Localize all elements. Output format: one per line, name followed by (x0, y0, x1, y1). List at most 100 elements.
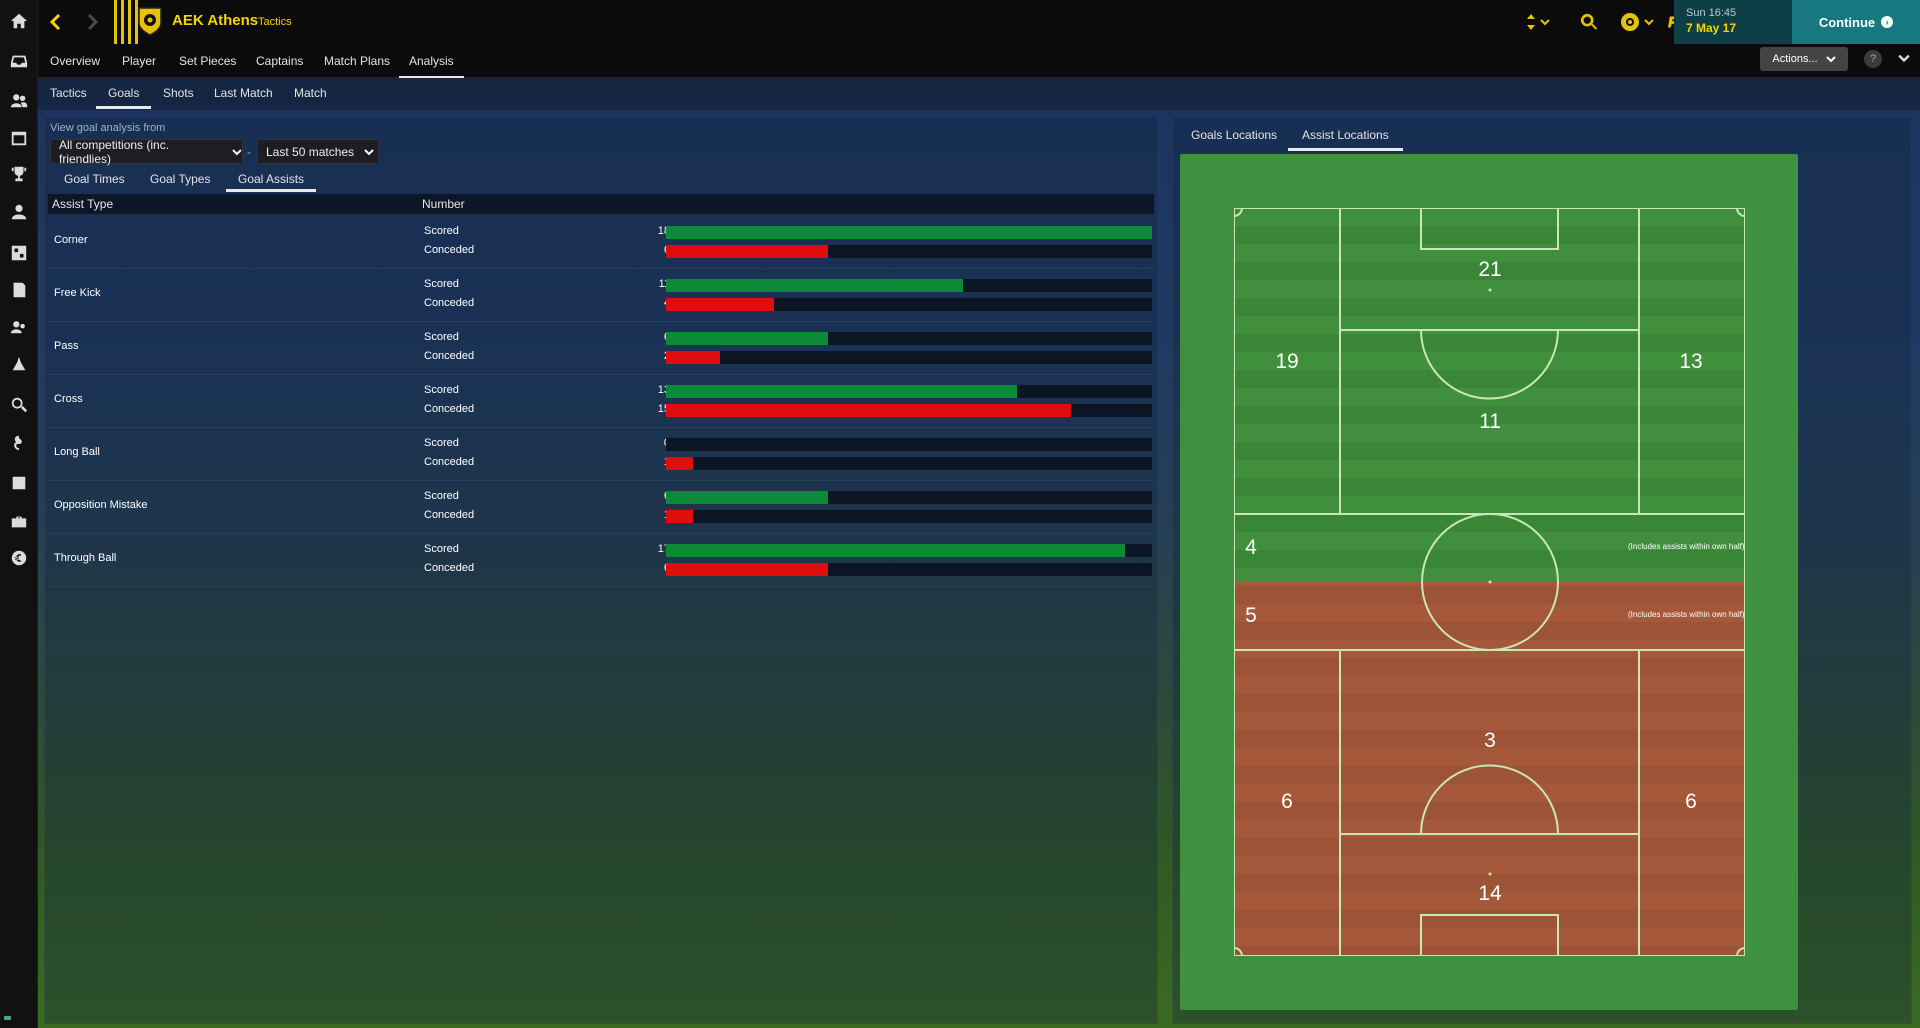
conceded-bar-track (666, 298, 1152, 311)
table-row: Through Ball Scored 17 Conceded 6 (48, 534, 1154, 587)
scouting-icon[interactable] (0, 310, 38, 344)
conceded-line: Conceded 2 (48, 348, 1154, 366)
scored-line: Scored 17 (48, 541, 1154, 559)
club-badge-menu-icon[interactable] (1620, 11, 1654, 33)
scored-count: 18 (657, 225, 670, 237)
tab-match-plans[interactable]: Match Plans (324, 54, 391, 68)
back-arrow-icon[interactable] (44, 10, 68, 34)
continue-button[interactable]: Continue › (1792, 0, 1920, 44)
tab-assist-locations[interactable]: Assist Locations (1288, 128, 1403, 151)
tactics-icon[interactable] (0, 236, 38, 270)
conceded-bar-track (666, 563, 1152, 576)
version-indicator (4, 1016, 11, 1020)
conceded-bar (666, 457, 693, 470)
tab-player[interactable]: Player (122, 54, 157, 68)
chevron-down-icon (1825, 56, 1836, 63)
tab-analysis[interactable]: Analysis (399, 54, 464, 79)
club-name[interactable]: AEK Athens (172, 12, 259, 29)
continue-label: Continue (1818, 14, 1876, 30)
tab-goal-types[interactable]: Goal Types (150, 172, 211, 186)
scored-bar-track (666, 438, 1152, 451)
zone-count-attacking-half-mid[interactable]: 4 (1245, 536, 1257, 559)
club-vision-icon[interactable] (0, 466, 38, 500)
trophy-icon[interactable] (0, 157, 38, 191)
assist-type: Through Ball (54, 552, 117, 564)
conceded-label: Conceded (424, 509, 475, 521)
conceded-bar-track (666, 351, 1152, 364)
conceded-count: 6 (608, 244, 670, 256)
tab-tactics[interactable]: Tactics (50, 86, 87, 100)
conceded-bar (666, 298, 774, 311)
tab-captains[interactable]: Captains (256, 54, 304, 68)
column-assist-type[interactable]: Assist Type (52, 197, 114, 211)
finances-briefcase-icon[interactable] (0, 505, 38, 539)
search-icon[interactable] (0, 388, 38, 422)
conceded-label: Conceded (424, 403, 475, 415)
tab-goals-locations[interactable]: Goals Locations (1191, 128, 1278, 142)
tab-set-pieces[interactable]: Set Pieces (179, 54, 237, 68)
training-icon[interactable] (0, 347, 38, 381)
zone-count-opp-right-wing[interactable]: 13 (1679, 350, 1703, 373)
conceded-count: 1 (608, 509, 670, 521)
table-header: Assist Type Number (48, 194, 1154, 214)
assist-type: Corner (54, 234, 88, 246)
zone-count-own-right-wing[interactable]: 6 (1685, 790, 1697, 813)
conceded-bar (666, 404, 1071, 417)
continue-arrow-icon: › (1881, 16, 1894, 28)
actions-button[interactable]: Actions... (1760, 47, 1848, 71)
tab-overview[interactable]: Overview (50, 54, 101, 68)
actions-label: Actions... (1772, 53, 1818, 65)
conceded-bar-track (666, 457, 1152, 470)
table-row: Pass Scored 6 Conceded 2 (48, 322, 1154, 375)
conceded-count: 2 (608, 350, 670, 362)
zone-count-opp-centre[interactable]: 11 (1479, 410, 1501, 433)
scored-count: 11 (658, 278, 670, 290)
forward-arrow-icon[interactable] (80, 10, 104, 34)
calendar-icon[interactable] (0, 121, 38, 155)
zone-count-own-box-centre[interactable]: 14 (1478, 882, 1502, 905)
chevron-down-icon (232, 148, 242, 155)
tab-shots[interactable]: Shots (163, 86, 194, 100)
scored-label: Scored (424, 490, 459, 502)
scored-bar-track (666, 226, 1152, 239)
tab-goal-times[interactable]: Goal Times (64, 172, 125, 186)
tab-goals[interactable]: Goals (95, 86, 152, 109)
report-icon[interactable] (0, 273, 38, 307)
tab-goal-assists[interactable]: Goal Assists (225, 172, 317, 192)
assist-type: Free Kick (54, 287, 101, 299)
scored-bar-track (666, 332, 1152, 345)
inbox-icon[interactable] (0, 44, 38, 78)
chevron-down-icon[interactable] (1898, 52, 1910, 64)
scored-bar-track (666, 491, 1152, 504)
game-time: Sun 16:45 (1686, 7, 1737, 19)
competition-dropdown[interactable]: All competitions (inc. friendlies) (50, 137, 243, 166)
defensive-half-note: (Includes assists within own half) (1628, 610, 1745, 619)
scored-count: 6 (608, 331, 670, 343)
column-number[interactable]: Number (422, 197, 465, 211)
assist-type: Long Ball (54, 446, 100, 458)
home-icon[interactable] (0, 0, 38, 42)
competition-value: All competitions (inc. friendlies) (59, 137, 170, 166)
table-row: Free Kick Scored 11 Conceded 4 (48, 269, 1154, 322)
finances-euro-icon[interactable] (0, 541, 38, 575)
sort-arrows-icon[interactable] (1526, 11, 1550, 33)
main-tabs (38, 44, 1920, 78)
tab-match[interactable]: Match (294, 86, 327, 100)
conceded-label: Conceded (424, 562, 475, 574)
staff-icon[interactable] (0, 195, 38, 229)
tab-last-match[interactable]: Last Match (214, 86, 273, 100)
club-crest-icon[interactable] (136, 5, 164, 37)
zone-count-own-centre[interactable]: 3 (1484, 729, 1496, 752)
transfers-icon[interactable] (0, 426, 38, 460)
zone-count-opp-left-wing[interactable]: 19 (1275, 350, 1299, 373)
assist-type: Cross (54, 393, 83, 405)
zone-count-defensive-half-mid[interactable]: 5 (1245, 604, 1257, 627)
scored-count: 17 (657, 543, 670, 555)
zone-count-opp-box-centre[interactable]: 21 (1478, 258, 1502, 281)
squad-icon[interactable] (0, 84, 38, 118)
range-dropdown[interactable]: Last 50 matches (257, 139, 379, 164)
help-icon[interactable]: ? (1864, 50, 1882, 68)
search-icon[interactable] (1580, 11, 1598, 33)
zone-count-own-left-wing[interactable]: 6 (1281, 790, 1293, 813)
conceded-label: Conceded (424, 456, 475, 468)
